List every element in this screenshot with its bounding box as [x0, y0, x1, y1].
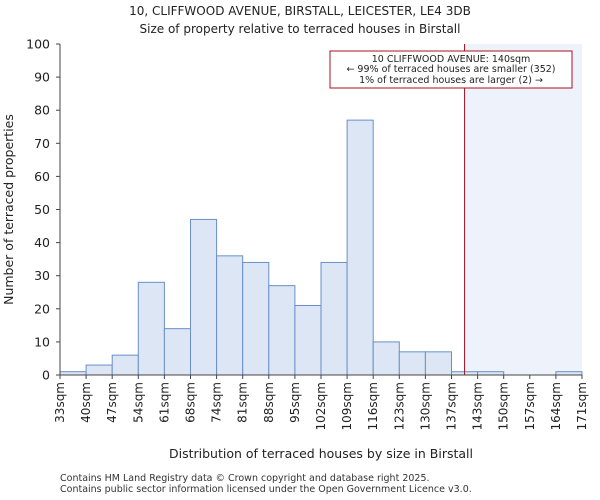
x-tick-label: 171sqm [575, 382, 589, 430]
x-tick-label: 40sqm [79, 382, 93, 423]
histogram-bar [346, 119, 374, 376]
histogram-bar [85, 364, 113, 376]
histogram-bar [424, 351, 452, 376]
histogram-bar [163, 328, 191, 376]
x-tick-label: 143sqm [471, 382, 485, 430]
histogram-bar [190, 218, 218, 376]
x-tick-label: 95sqm [288, 382, 302, 423]
x-tick-label: 164sqm [549, 382, 563, 430]
y-tick-label: 30 [34, 268, 50, 283]
x-tick-label: 68sqm [184, 382, 198, 423]
annotation-box [329, 50, 573, 89]
histogram-bar [268, 285, 296, 376]
histogram-bar [320, 261, 348, 376]
larger-properties-highlight [464, 44, 582, 375]
x-tick-label: 74sqm [210, 382, 224, 423]
footer-line-2: Contains public sector information licen… [60, 484, 472, 495]
x-tick-label: 33sqm [53, 382, 67, 423]
y-tick-label: 40 [34, 235, 50, 250]
chart-title-block: 10, CLIFFWOOD AVENUE, BIRSTALL, LEICESTE… [0, 2, 600, 38]
x-tick-label: 137sqm [445, 382, 459, 430]
y-tick-label: 90 [34, 70, 50, 85]
x-tick-label: 123sqm [392, 382, 406, 430]
footer-line-1: Contains HM Land Registry data © Crown c… [60, 473, 430, 484]
annotation-line-3: 1% of terraced houses are larger (2) → [359, 75, 543, 86]
histogram-bar [216, 255, 244, 376]
x-tick-label: 61sqm [157, 382, 171, 423]
y-tick-label: 60 [34, 169, 50, 184]
x-tick-label: 81sqm [236, 382, 250, 423]
y-tick-label: 10 [34, 334, 50, 349]
chart-subtitle: Size of property relative to terraced ho… [139, 22, 461, 36]
histogram-bar [398, 351, 426, 376]
y-tick-label: 100 [26, 37, 50, 52]
y-tick-label: 0 [42, 368, 50, 383]
histogram-bar [111, 354, 139, 376]
x-tick-label: 102sqm [314, 382, 328, 430]
y-tick-label: 80 [34, 103, 50, 118]
histogram-bar [242, 261, 270, 376]
x-tick-label: 47sqm [105, 382, 119, 423]
histogram-chart: 10 CLIFFWOOD AVENUE: 140sqm ← 99% of ter… [1, 37, 589, 462]
y-axis-label: Number of terraced properties [1, 114, 16, 305]
chart-title: 10, CLIFFWOOD AVENUE, BIRSTALL, LEICESTE… [129, 4, 471, 18]
x-tick-label: 88sqm [262, 382, 276, 423]
histogram-bar [372, 341, 400, 376]
x-tick-label: 157sqm [523, 382, 537, 430]
footer: Contains HM Land Registry data © Crown c… [60, 473, 472, 495]
y-tick-label: 70 [34, 136, 50, 151]
x-tick-label: 150sqm [497, 382, 511, 430]
x-tick-label: 54sqm [131, 382, 145, 423]
x-axis-label: Distribution of terraced houses by size … [169, 446, 473, 461]
x-tick-label: 130sqm [418, 382, 432, 430]
x-tick-label: 109sqm [340, 382, 354, 430]
y-tick-label: 20 [34, 301, 50, 316]
annotation-line-1: 10 CLIFFWOOD AVENUE: 140sqm [372, 54, 531, 65]
y-tick-label: 50 [34, 202, 50, 217]
histogram-bar [137, 281, 165, 376]
annotation-line-2: ← 99% of terraced houses are smaller (35… [346, 64, 555, 75]
histogram-bar [294, 304, 322, 376]
x-tick-label: 116sqm [366, 382, 380, 430]
